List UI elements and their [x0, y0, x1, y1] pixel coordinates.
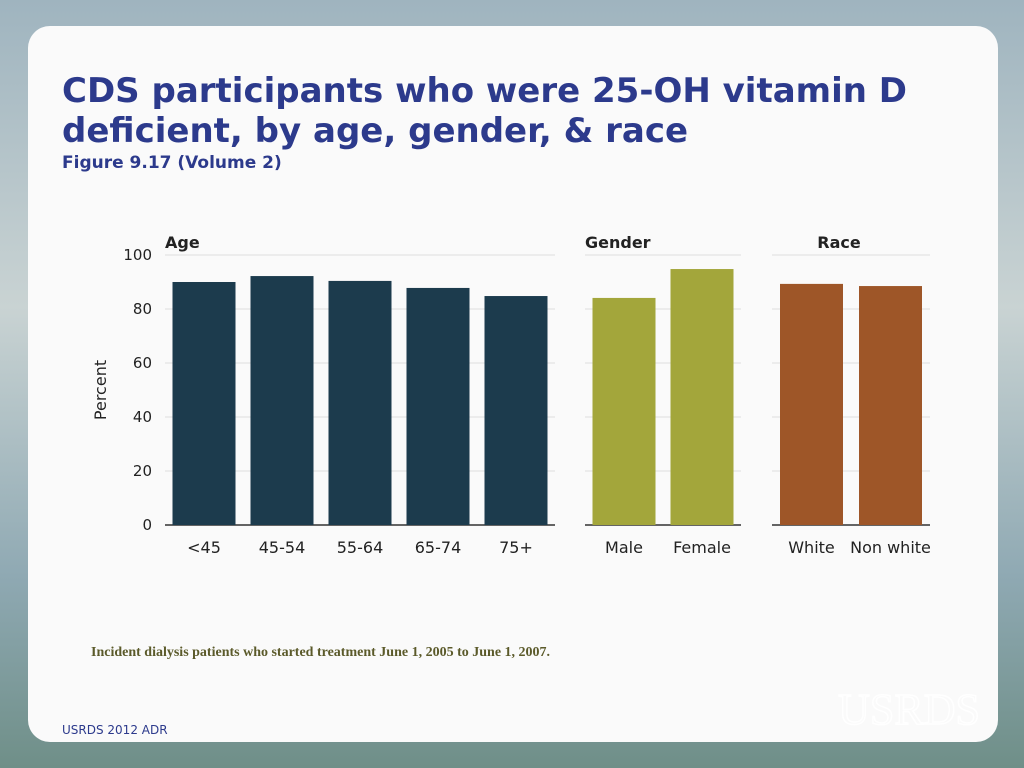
x-tick-label: 55-64 — [337, 538, 384, 557]
y-tick-label: 80 — [133, 300, 152, 318]
y-tick-label: 20 — [133, 462, 152, 480]
panel-title: Age — [165, 233, 200, 252]
bar — [670, 269, 734, 525]
bar — [250, 276, 314, 525]
slide-subtitle: Figure 9.17 (Volume 2) — [62, 153, 282, 173]
slide-title: CDS participants who were 25-OH vitamin … — [62, 71, 907, 111]
panel-title: Gender — [585, 233, 651, 252]
bar — [406, 287, 470, 525]
x-tick-label: Male — [605, 538, 643, 557]
logo: USRDS — [838, 685, 980, 734]
bar — [328, 280, 392, 525]
bar — [484, 296, 548, 525]
bar — [592, 297, 656, 525]
x-tick-label: 65-74 — [415, 538, 462, 557]
footnote: Incident dialysis patients who started t… — [91, 645, 550, 660]
y-tick-label: 100 — [123, 246, 152, 264]
x-tick-label: 75+ — [499, 538, 533, 557]
y-tick-label: 40 — [133, 408, 152, 426]
bar — [859, 286, 922, 525]
y-tick-label: 0 — [142, 516, 152, 534]
footer: USRDS 2012 ADR — [62, 723, 168, 737]
x-tick-label: Female — [673, 538, 731, 557]
x-tick-label: <45 — [187, 538, 221, 557]
bar — [172, 282, 236, 525]
x-tick-label: 45-54 — [259, 538, 306, 557]
slide-title: deficient, by age, gender, & race — [62, 111, 688, 151]
x-tick-label: White — [788, 538, 835, 557]
y-axis-label: Percent — [91, 360, 110, 420]
bar — [780, 283, 843, 525]
panel-title: Race — [817, 233, 861, 252]
x-tick-label: Non white — [850, 538, 931, 557]
y-tick-label: 60 — [133, 354, 152, 372]
